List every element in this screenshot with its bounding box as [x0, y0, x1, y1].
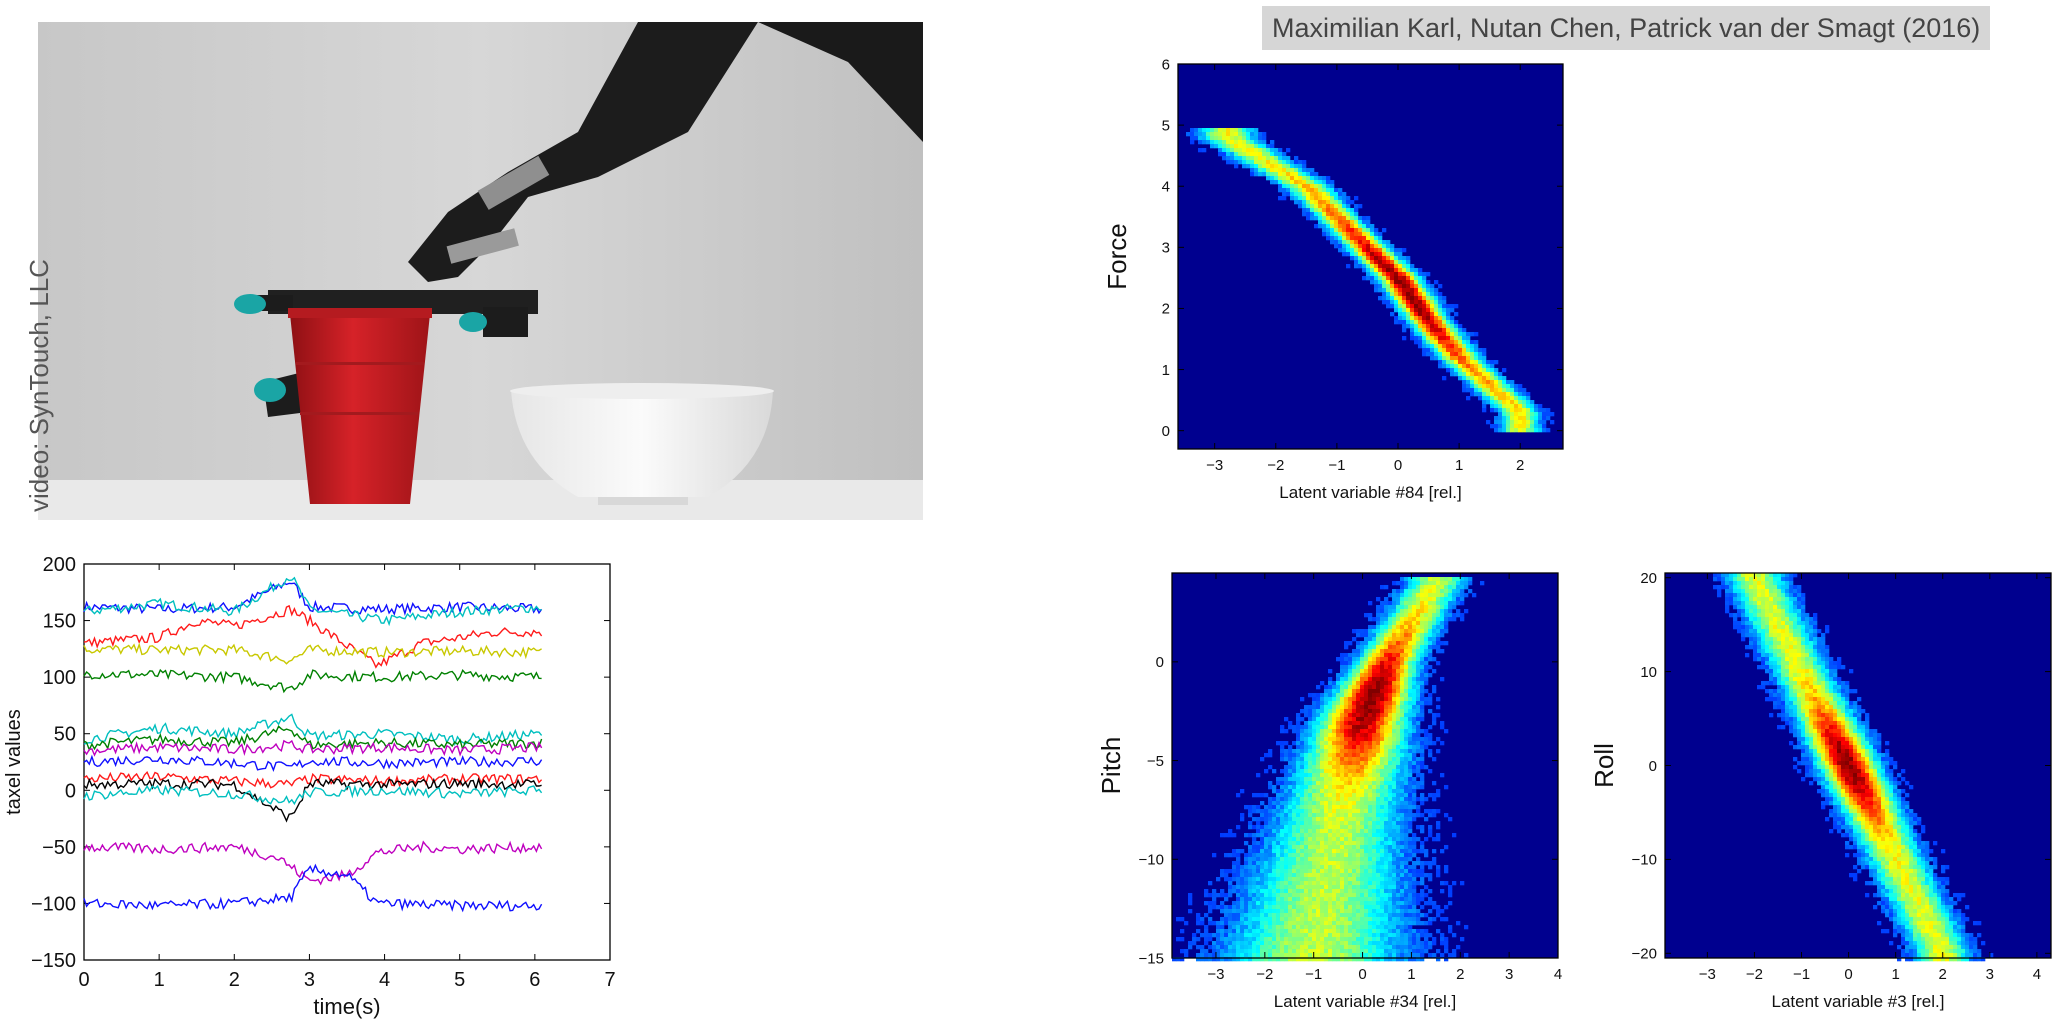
- y-tick-label: 200: [43, 554, 76, 576]
- x-tick-label: 2: [1516, 457, 1524, 474]
- y-tick-label: 2: [1162, 301, 1170, 318]
- y-tick-label: −20: [1632, 946, 1657, 963]
- x-tick-label: 4: [379, 969, 390, 991]
- series-line: [83, 784, 543, 806]
- x-axis-title: Latent variable #34 [rel.]: [1274, 992, 1456, 1011]
- video-credit: video: SynTouch, LLC: [24, 259, 54, 512]
- heatmap-cells: [1713, 573, 1994, 962]
- x-axis-title: Latent variable #3 [rel.]: [1772, 992, 1945, 1011]
- x-tick-label: 0: [78, 969, 89, 991]
- series-line: [83, 863, 543, 913]
- x-tick-label: 3: [304, 969, 315, 991]
- x-tick-label: 1: [1455, 457, 1463, 474]
- series-line: [83, 668, 542, 694]
- heatmap-cells: [1172, 577, 1485, 962]
- x-tick-label: −1: [1305, 966, 1322, 983]
- series-line: [83, 777, 542, 823]
- y-tick-label: −15: [1139, 950, 1164, 967]
- x-tick-label: 3: [1505, 966, 1513, 983]
- x-axis-title: Latent variable #84 [rel.]: [1279, 483, 1461, 502]
- series-line: [83, 739, 543, 757]
- y-tick-label: −10: [1139, 852, 1164, 869]
- y-axis-title: Pitch: [1096, 737, 1126, 795]
- plot-frame: [1171, 572, 1559, 959]
- x-tick-label: 0: [1394, 457, 1402, 474]
- x-tick-label: −2: [1256, 966, 1273, 983]
- x-tick-label: 6: [529, 969, 540, 991]
- x-tick-label: 1: [154, 969, 165, 991]
- x-tick-label: −3: [1207, 966, 1224, 983]
- x-tick-label: −1: [1793, 966, 1810, 983]
- y-tick-label: 0: [65, 780, 76, 802]
- series-line: [83, 576, 542, 627]
- series-line: [83, 582, 543, 616]
- author-credit: Maximilian Karl, Nutan Chen, Patrick van…: [1262, 6, 1991, 50]
- y-tick-label: 0: [1156, 654, 1164, 671]
- x-tick-label: 2: [229, 969, 240, 991]
- x-tick-label: 4: [2033, 966, 2041, 983]
- y-tick-label: 6: [1162, 56, 1170, 73]
- series-line: [83, 604, 543, 669]
- y-tick-label: 100: [43, 667, 76, 689]
- x-tick-label: 4: [1554, 966, 1562, 983]
- force-heatmap: −3 −2 −1 0 1 2 0 1 2 3 4 5 6 Latent variable #84 [rel…: [1102, 56, 1564, 502]
- taxel-line-chart: 0 1 2 3 4 5 6 7 −150 −100 −50 0 50 100 150 200 time(s) ta…: [3, 554, 616, 1019]
- x-tick-label: −2: [1746, 966, 1763, 983]
- x-tick-label: 7: [604, 969, 615, 991]
- series-line: [83, 840, 543, 886]
- y-tick-label: −100: [31, 893, 76, 915]
- x-tick-label: 2: [1456, 966, 1464, 983]
- y-tick-label: 3: [1162, 240, 1170, 257]
- heatmap-cells: [1186, 128, 1555, 433]
- series-line: [83, 642, 542, 665]
- x-tick-label: 1: [1891, 966, 1899, 983]
- x-tick-label: −2: [1267, 457, 1284, 474]
- y-tick-label: 0: [1649, 758, 1657, 775]
- x-tick-label: 3: [1986, 966, 1994, 983]
- x-tick-label: 0: [1358, 966, 1366, 983]
- y-tick-label: 5: [1162, 117, 1170, 134]
- y-tick-label: −50: [42, 837, 76, 859]
- x-axis-title: time(s): [313, 994, 380, 1019]
- y-tick-label: 50: [54, 724, 76, 746]
- y-tick-label: −5: [1147, 753, 1164, 770]
- y-tick-label: −150: [31, 950, 76, 972]
- y-tick-label: 150: [43, 611, 76, 633]
- y-tick-label: 1: [1162, 362, 1170, 379]
- x-tick-label: 5: [454, 969, 465, 991]
- x-tick-label: −1: [1328, 457, 1345, 474]
- x-tick-label: 1: [1407, 966, 1415, 983]
- y-tick-label: −10: [1632, 852, 1657, 869]
- series-line: [83, 754, 543, 772]
- y-axis-title: taxel values: [3, 709, 25, 815]
- robot-arm-cup-bowl-photo: [38, 22, 923, 520]
- x-tick-label: −3: [1699, 966, 1716, 983]
- y-axis-title: Force: [1102, 223, 1132, 289]
- y-tick-label: 0: [1162, 423, 1170, 440]
- series-line: [83, 713, 543, 747]
- x-tick-label: −3: [1206, 457, 1223, 474]
- y-tick-label: 20: [1640, 570, 1657, 587]
- y-tick-label: 4: [1162, 178, 1170, 195]
- x-tick-label: 2: [1939, 966, 1947, 983]
- y-tick-label: 10: [1640, 664, 1657, 681]
- x-tick-label: 0: [1844, 966, 1852, 983]
- y-axis-title: Roll: [1589, 743, 1619, 788]
- series-line: [83, 725, 543, 752]
- plot-frame: [1177, 63, 1564, 450]
